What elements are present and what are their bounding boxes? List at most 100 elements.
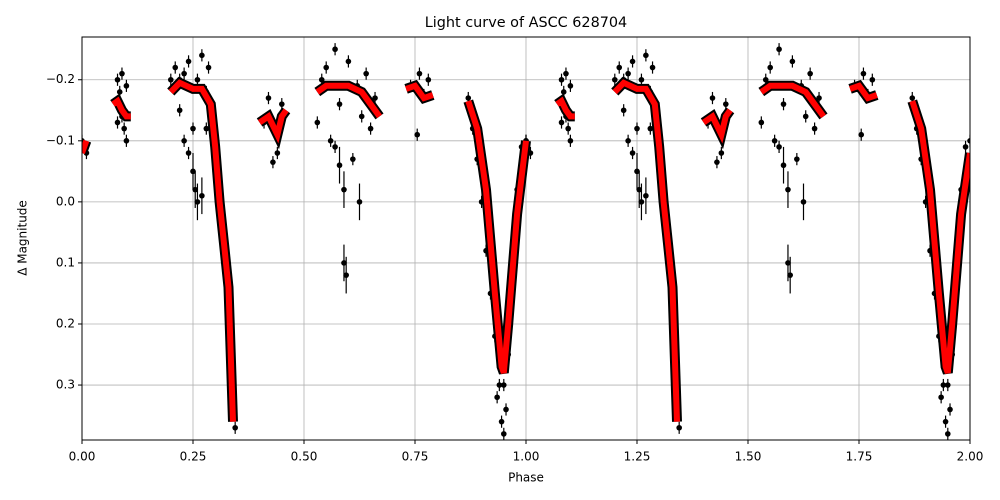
data-point — [114, 76, 121, 83]
data-point — [494, 394, 500, 401]
x-tick-label: 0.25 — [180, 450, 207, 464]
data-point — [638, 76, 645, 83]
data-point — [323, 64, 330, 71]
y-axis-label: Δ Magnitude — [16, 200, 30, 276]
x-tick-label: 1.75 — [846, 450, 873, 464]
data-point — [501, 382, 507, 388]
data-point — [332, 144, 338, 150]
data-point — [567, 138, 574, 144]
data-point — [121, 125, 127, 132]
data-point — [350, 156, 356, 162]
data-point — [780, 101, 787, 107]
data-point — [807, 70, 813, 77]
data-point — [318, 76, 325, 83]
y-tick-label: 0.1 — [56, 255, 75, 269]
data-point — [372, 95, 378, 101]
data-point — [560, 89, 567, 95]
data-point — [860, 70, 867, 77]
data-point — [794, 156, 800, 162]
data-point — [858, 131, 865, 138]
data-point — [358, 113, 365, 120]
data-point — [341, 186, 347, 193]
data-point — [343, 272, 349, 278]
x-tick-label: 0.50 — [291, 450, 318, 464]
data-point — [205, 64, 212, 71]
data-point — [345, 58, 352, 65]
data-point — [190, 168, 196, 175]
y-tick-label: −0.2 — [46, 72, 75, 86]
data-point — [909, 95, 916, 101]
data-point — [123, 83, 130, 89]
data-point — [192, 186, 199, 193]
data-point — [649, 64, 656, 71]
data-point — [625, 70, 631, 77]
chart-title: Light curve of ASCC 628704 — [425, 15, 627, 31]
data-point — [634, 168, 640, 175]
data-point — [185, 150, 192, 156]
data-point — [172, 64, 179, 71]
plot-area — [82, 43, 970, 440]
data-point — [940, 382, 947, 388]
data-point — [356, 199, 363, 205]
data-point — [181, 70, 187, 77]
data-point — [718, 150, 725, 156]
model-line — [82, 79, 970, 422]
data-point — [168, 76, 174, 83]
y-tick-label: 0.3 — [56, 378, 75, 392]
data-point — [938, 394, 944, 401]
y-tick-label: −0.1 — [46, 133, 75, 147]
data-point — [190, 125, 196, 132]
data-point — [962, 144, 969, 150]
data-point — [967, 138, 970, 144]
data-point — [869, 76, 876, 83]
data-point — [336, 101, 343, 107]
data-point — [498, 418, 505, 425]
data-point — [643, 192, 649, 199]
data-point — [199, 52, 205, 59]
data-point — [714, 159, 720, 165]
data-point — [634, 125, 640, 132]
data-point — [367, 125, 374, 132]
data-point — [647, 125, 654, 132]
data-point — [616, 64, 623, 71]
data-point — [816, 95, 822, 101]
data-point — [787, 272, 793, 278]
x-tick-label: 0.75 — [402, 450, 429, 464]
data-point — [341, 260, 347, 266]
data-point — [265, 95, 272, 101]
data-point — [789, 58, 796, 65]
data-point — [203, 125, 210, 132]
x-tick-label: 1.25 — [624, 450, 651, 464]
data-point — [776, 46, 782, 53]
y-tick-label: 0.2 — [56, 316, 75, 330]
data-point — [565, 125, 571, 132]
data-point — [199, 192, 205, 199]
data-point — [785, 260, 791, 266]
data-point — [185, 58, 192, 65]
data-point — [758, 119, 765, 126]
x-axis-label: Phase — [508, 471, 544, 485]
data-point — [270, 159, 276, 165]
data-point — [332, 46, 338, 53]
data-point — [942, 418, 949, 425]
data-point — [181, 138, 187, 144]
data-point — [558, 119, 565, 126]
data-point — [638, 199, 645, 205]
data-point — [780, 162, 787, 169]
data-point — [194, 76, 201, 83]
data-point — [709, 95, 716, 101]
plot-frame — [81, 36, 971, 441]
x-tick-label: 2.00 — [957, 450, 984, 464]
data-point — [785, 186, 791, 193]
data-point — [945, 382, 951, 388]
data-point — [465, 95, 472, 101]
data-point — [558, 76, 565, 83]
data-point — [625, 138, 631, 144]
data-point — [116, 89, 123, 95]
data-point — [114, 119, 121, 126]
data-point — [629, 58, 636, 65]
data-point — [503, 406, 509, 413]
data-point — [176, 107, 183, 114]
data-point — [232, 424, 238, 431]
